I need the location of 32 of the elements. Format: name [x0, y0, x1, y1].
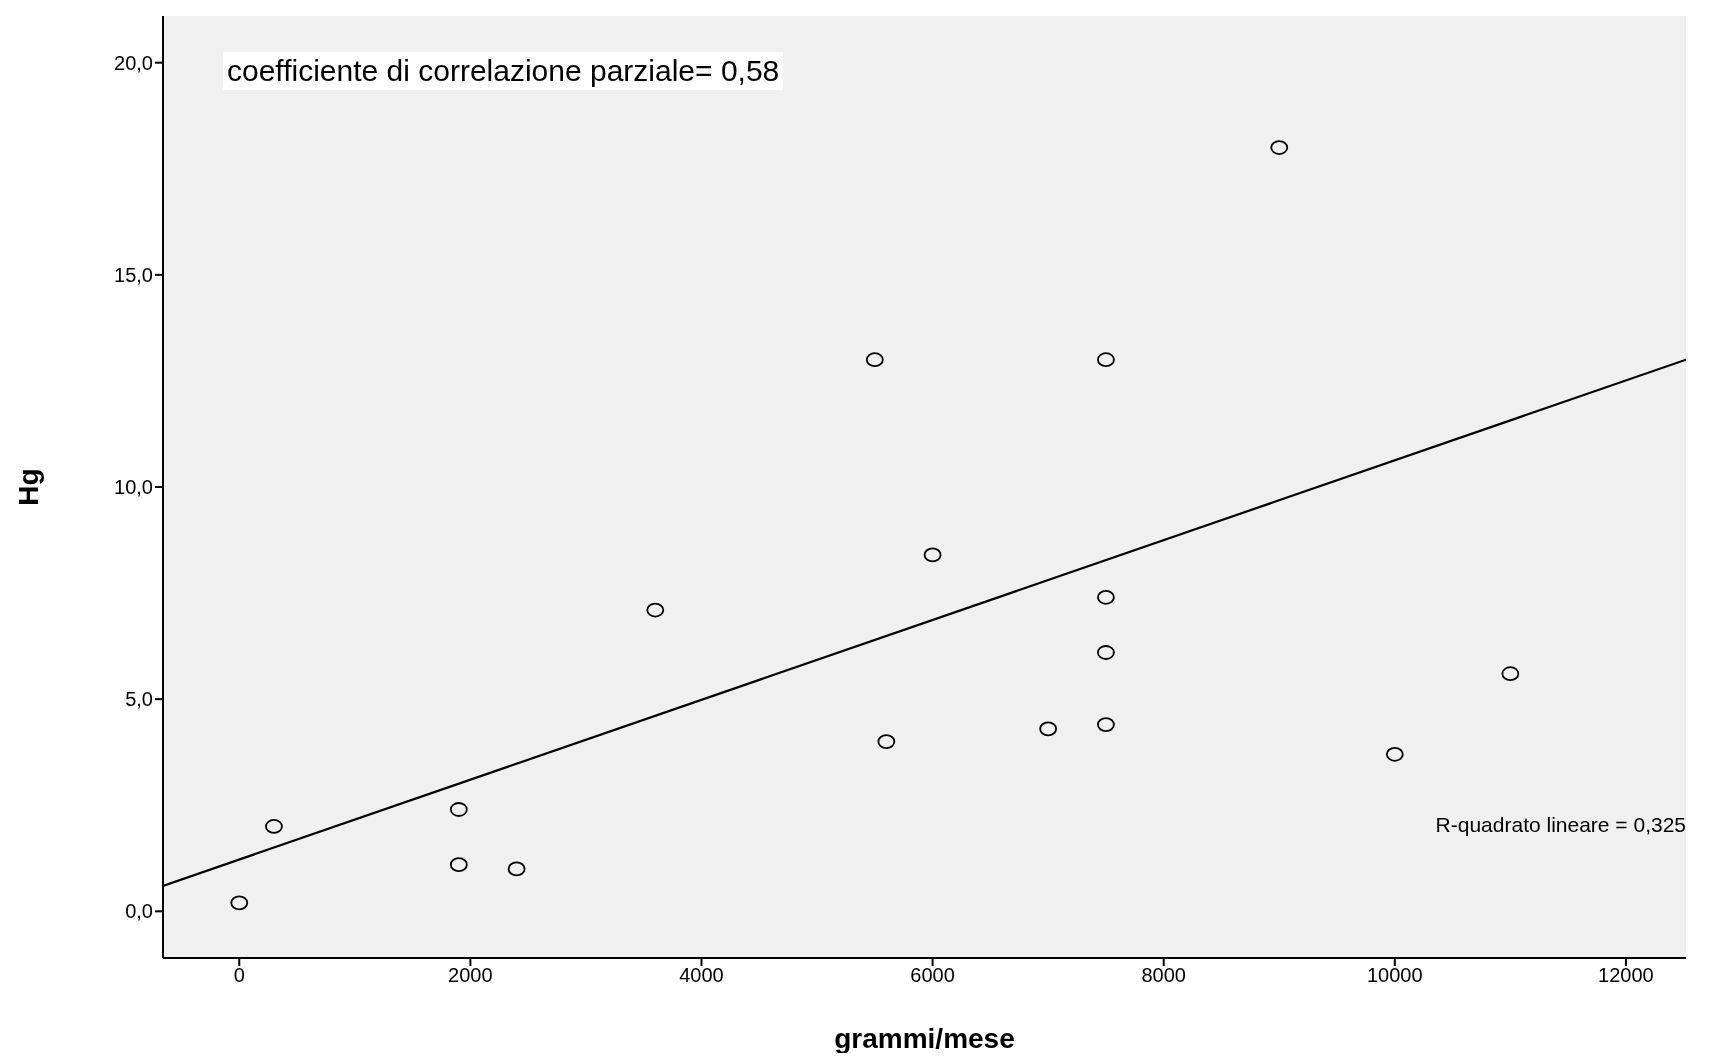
- y-tick-label: 20,0: [114, 51, 153, 74]
- point: [865, 352, 884, 368]
- y-tick-label: 10,0: [114, 476, 153, 499]
- point: [1385, 746, 1404, 762]
- point: [646, 602, 665, 618]
- point: [1097, 589, 1115, 605]
- y-tick-label: 5,0: [125, 688, 153, 711]
- point: [230, 895, 249, 911]
- x-tick-label: 8000: [1141, 964, 1186, 987]
- x-tick-label: 10000: [1366, 964, 1423, 987]
- point: [1270, 140, 1289, 155]
- point: [1501, 666, 1520, 682]
- annotation: coefficiente di correlazione parziale= 0,58: [223, 52, 784, 90]
- point: [1097, 352, 1115, 368]
- point: [923, 547, 942, 563]
- y-tick-label: 0,0: [125, 900, 153, 923]
- point: [1097, 717, 1115, 733]
- x-tick-label: 4000: [679, 964, 724, 987]
- point: [877, 734, 896, 749]
- x-tick-label: 0: [233, 964, 245, 987]
- y-tick-label: 15,0: [114, 263, 153, 286]
- point: [1097, 645, 1115, 660]
- point: [507, 861, 526, 877]
- x-tick-label: 12000: [1598, 964, 1654, 987]
- point: [265, 819, 283, 834]
- x-tick-label: 6000: [910, 964, 955, 987]
- annotation: R-quadrato lineare = 0,325: [1435, 813, 1686, 837]
- point: [449, 802, 468, 817]
- point: [449, 857, 468, 873]
- x-tick-label: 2000: [448, 964, 493, 987]
- y-axis-title: Hg: [12, 468, 44, 506]
- point: [1039, 721, 1058, 737]
